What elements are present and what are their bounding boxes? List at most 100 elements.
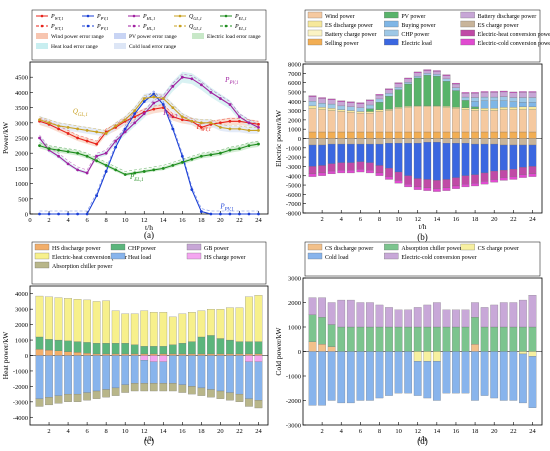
bar-segment: [168, 353, 177, 356]
bar-segment: [102, 389, 110, 398]
annotation: QGL,1: [73, 108, 88, 118]
bar-segment: [35, 398, 44, 407]
bar-segment: [337, 299, 346, 328]
legend-box: [304, 241, 541, 277]
bar-segment: [366, 100, 374, 106]
bar-segment: [499, 326, 508, 352]
series-line: [39, 96, 259, 135]
bar-segment: [413, 72, 422, 77]
bar-segment: [64, 298, 72, 341]
bar-segment: [480, 100, 489, 109]
bar-segment: [346, 131, 355, 139]
series-point: [95, 159, 99, 163]
bar-segment: [404, 82, 413, 85]
x-tick-label: 14: [434, 428, 441, 435]
bar-segment: [366, 131, 374, 139]
legend-label: QGL,1: [189, 14, 202, 22]
bar-segment: [442, 78, 451, 82]
bar-segment: [413, 326, 422, 352]
series-point: [228, 148, 232, 152]
series-point: [238, 212, 241, 216]
bar-segment: [356, 131, 365, 139]
bar-segment: [509, 351, 518, 401]
bar-segment: [423, 351, 432, 362]
bar-segment: [480, 326, 489, 352]
series-point: [133, 115, 137, 119]
bar-segment: [499, 100, 508, 108]
series-point: [209, 121, 213, 125]
bar-segment: [346, 112, 355, 133]
series-point: [199, 125, 203, 129]
bar-segment: [327, 324, 336, 347]
legend-label: Buying power: [401, 23, 435, 29]
y-tick-label: -1000: [286, 145, 301, 152]
bar-segment: [318, 165, 326, 174]
series-point: [180, 115, 184, 119]
bar-segment: [346, 170, 355, 174]
bar-segment: [471, 97, 479, 102]
bar-segment: [318, 98, 326, 104]
bar-segment: [385, 168, 393, 177]
bar-segment: [178, 343, 187, 355]
bar-segment: [404, 175, 413, 185]
legend-label-sub: PV,1: [100, 16, 109, 22]
series-line-dashed: [39, 73, 259, 171]
series-point: [57, 212, 60, 216]
series-point: [219, 121, 222, 125]
bar-segment: [423, 70, 432, 74]
bar-segment: [73, 355, 82, 395]
bar-segment: [130, 353, 139, 356]
bar-segment: [197, 336, 206, 355]
x-tick-label: 10: [395, 428, 402, 435]
legend-swatch: [384, 38, 399, 46]
bar-segment: [471, 106, 479, 109]
series-point: [171, 127, 175, 131]
series-point: [47, 212, 51, 216]
bar-segment: [394, 138, 403, 144]
bar-segment: [337, 170, 346, 174]
annotation-sub: PV,1: [228, 81, 238, 86]
bar-segment: [337, 131, 346, 139]
series-point: [152, 101, 156, 105]
bar-segment: [346, 102, 355, 107]
series-point: [180, 118, 184, 122]
panel-label: (d): [417, 436, 428, 446]
bar-segment: [461, 92, 470, 94]
bar-segment: [375, 98, 384, 103]
legend-marker: [132, 24, 136, 28]
bar-segment: [509, 131, 518, 139]
bar-segment: [197, 310, 206, 338]
bar-segment: [308, 96, 317, 102]
series-point: [228, 103, 232, 106]
legend-swatch: [114, 43, 126, 49]
y-tick-label: 3000: [288, 276, 301, 283]
y-tick-label: 2000: [288, 117, 301, 124]
legend-label: ES discharge power: [325, 23, 373, 29]
bar-segment: [121, 353, 130, 356]
series-point: [257, 125, 260, 129]
bar-segment: [308, 95, 317, 97]
annotation: PEL,1: [129, 173, 144, 183]
bar-segment: [461, 107, 470, 110]
legend-swatch: [384, 252, 399, 260]
bar-segment: [385, 307, 393, 328]
y-axis-label: Power/kW: [1, 121, 10, 154]
bar-segment: [216, 338, 225, 355]
bar-segment: [356, 326, 365, 352]
x-tick-label: 0: [28, 217, 31, 224]
bar-segment: [45, 397, 53, 406]
bar-segment: [73, 299, 82, 342]
bar-segment: [528, 295, 537, 328]
legend-label: Battery discharge power: [478, 14, 537, 20]
bar-segment: [327, 170, 336, 175]
bar-segment: [346, 162, 355, 171]
bar-segment: [404, 106, 413, 108]
legend-label-sub: EL,1: [238, 26, 247, 32]
series-point: [104, 132, 108, 135]
bar-segment: [519, 131, 527, 139]
bar-segment: [519, 102, 527, 107]
bar-segment: [318, 109, 326, 133]
bar-segment: [528, 138, 537, 146]
y-tick-label: 0: [25, 353, 28, 360]
